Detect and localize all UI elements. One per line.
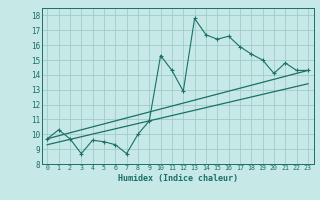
X-axis label: Humidex (Indice chaleur): Humidex (Indice chaleur) — [118, 174, 237, 183]
